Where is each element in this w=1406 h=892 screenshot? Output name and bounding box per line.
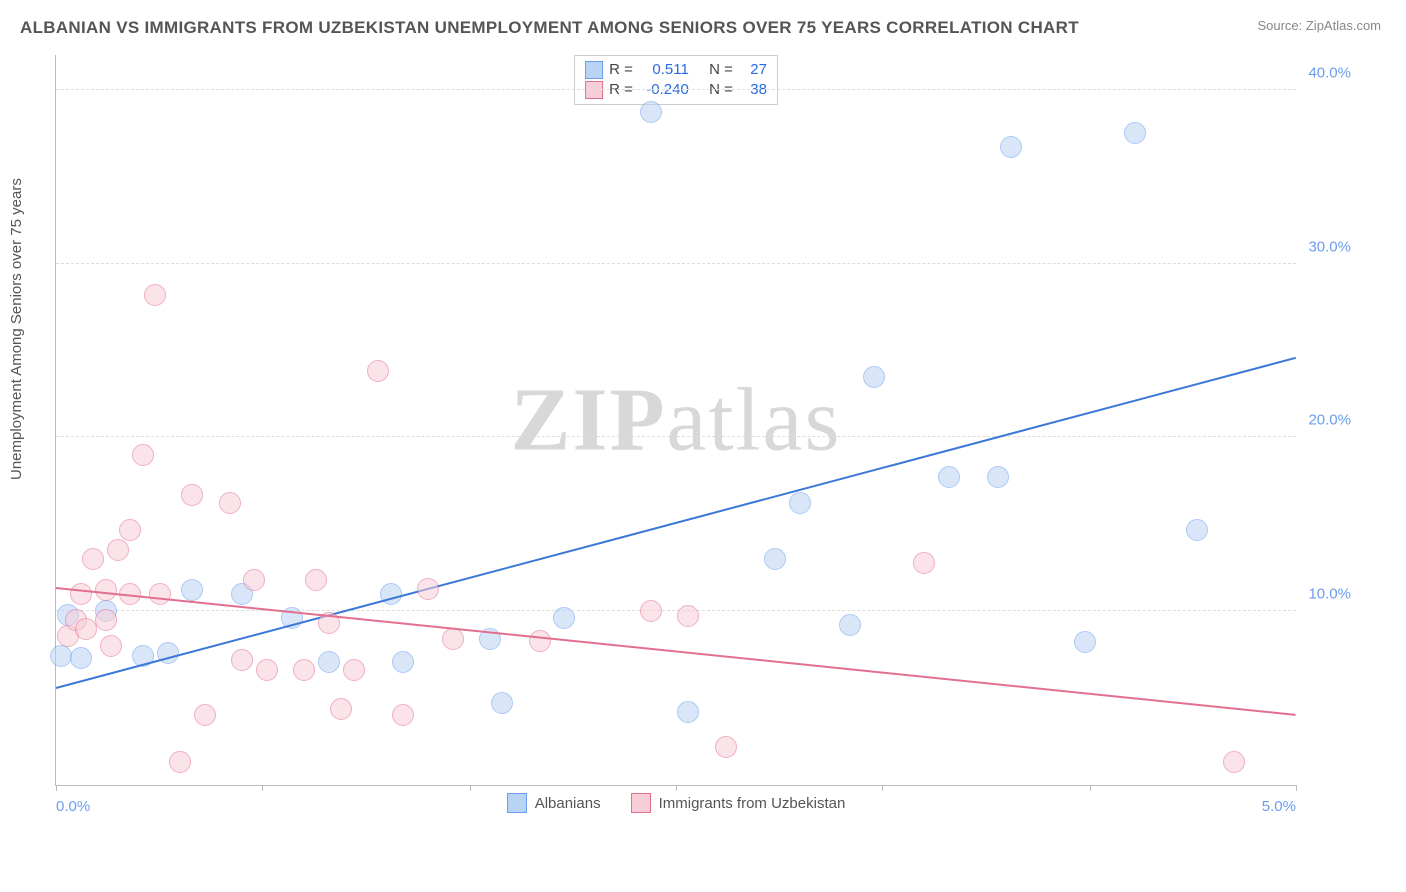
data-point <box>529 630 551 652</box>
data-point <box>491 692 513 714</box>
chart-title: ALBANIAN VS IMMIGRANTS FROM UZBEKISTAN U… <box>20 18 1079 38</box>
data-point <box>392 704 414 726</box>
y-tick-label: 40.0% <box>1308 64 1351 81</box>
data-point <box>100 635 122 657</box>
data-point <box>144 284 166 306</box>
gridline <box>56 610 1296 611</box>
data-point <box>169 751 191 773</box>
data-point <box>1074 631 1096 653</box>
y-tick-label: 30.0% <box>1308 238 1351 255</box>
data-point <box>305 569 327 591</box>
data-point <box>863 366 885 388</box>
data-point <box>987 466 1009 488</box>
data-point <box>640 600 662 622</box>
data-point <box>677 701 699 723</box>
data-point <box>70 583 92 605</box>
data-point <box>343 659 365 681</box>
gridline <box>56 89 1296 90</box>
n-label: N = <box>709 80 733 100</box>
legend-item: Immigrants from Uzbekistan <box>631 793 846 813</box>
gridline <box>56 436 1296 437</box>
data-point <box>95 609 117 631</box>
y-tick-label: 20.0% <box>1308 412 1351 429</box>
data-point <box>132 444 154 466</box>
data-point <box>715 736 737 758</box>
legend-item: Albanians <box>507 793 601 813</box>
data-point <box>1223 751 1245 773</box>
r-label: R = <box>609 60 633 80</box>
data-point <box>1186 519 1208 541</box>
data-point <box>677 605 699 627</box>
data-point <box>107 539 129 561</box>
x-tick-label: 0.0% <box>56 798 90 815</box>
data-point <box>640 101 662 123</box>
x-tick <box>676 785 677 791</box>
data-point <box>75 618 97 640</box>
data-point <box>367 360 389 382</box>
data-point <box>82 548 104 570</box>
legend-label: Immigrants from Uzbekistan <box>659 795 846 812</box>
legend-swatch <box>631 793 651 813</box>
x-tick <box>1296 785 1297 791</box>
x-tick <box>882 785 883 791</box>
x-tick <box>56 785 57 791</box>
data-point <box>442 628 464 650</box>
legend-swatch <box>585 61 603 79</box>
x-tick-label: 5.0% <box>1262 798 1296 815</box>
legend-label: Albanians <box>535 795 601 812</box>
data-point <box>938 466 960 488</box>
data-point <box>839 614 861 636</box>
r-label: R = <box>609 80 633 100</box>
correlation-legend: R = 0.511 N = 27 R = -0.240 N = 38 <box>574 55 778 105</box>
watermark: ZIPatlas <box>511 369 842 472</box>
legend-swatch <box>507 793 527 813</box>
r-value: -0.240 <box>639 80 689 100</box>
x-tick <box>1090 785 1091 791</box>
r-value: 0.511 <box>639 60 689 80</box>
data-point <box>1124 122 1146 144</box>
y-axis-label: Unemployment Among Seniors over 75 years <box>8 178 25 480</box>
series-legend: Albanians Immigrants from Uzbekistan <box>56 793 1296 813</box>
x-tick <box>470 785 471 791</box>
trend-line <box>56 357 1297 689</box>
data-point <box>789 492 811 514</box>
data-point <box>1000 136 1022 158</box>
gridline <box>56 263 1296 264</box>
legend-row: R = -0.240 N = 38 <box>585 80 767 100</box>
legend-swatch <box>585 81 603 99</box>
data-point <box>764 548 786 570</box>
data-point <box>392 651 414 673</box>
data-point <box>181 579 203 601</box>
data-point <box>181 484 203 506</box>
data-point <box>318 651 340 673</box>
data-point <box>219 492 241 514</box>
data-point <box>330 698 352 720</box>
plot-region: ZIPatlas R =0.511 N =27R =-0.240 N =38 A… <box>55 55 1296 786</box>
n-value: 38 <box>739 80 767 100</box>
data-point <box>553 607 575 629</box>
x-tick <box>262 785 263 791</box>
data-point <box>50 645 72 667</box>
data-point <box>231 649 253 671</box>
data-point <box>119 519 141 541</box>
data-point <box>417 578 439 600</box>
data-point <box>243 569 265 591</box>
n-label: N = <box>709 60 733 80</box>
n-value: 27 <box>739 60 767 80</box>
chart-area: ZIPatlas R = 0.511 N = 27 R = -0.240 N = 38 A… <box>55 55 1355 825</box>
data-point <box>194 704 216 726</box>
data-point <box>913 552 935 574</box>
source-attribution: Source: ZipAtlas.com <box>1257 18 1381 33</box>
data-point <box>70 647 92 669</box>
legend-row: R = 0.511 N = 27 <box>585 60 767 80</box>
data-point <box>293 659 315 681</box>
data-point <box>149 583 171 605</box>
y-tick-label: 10.0% <box>1308 586 1351 603</box>
data-point <box>256 659 278 681</box>
